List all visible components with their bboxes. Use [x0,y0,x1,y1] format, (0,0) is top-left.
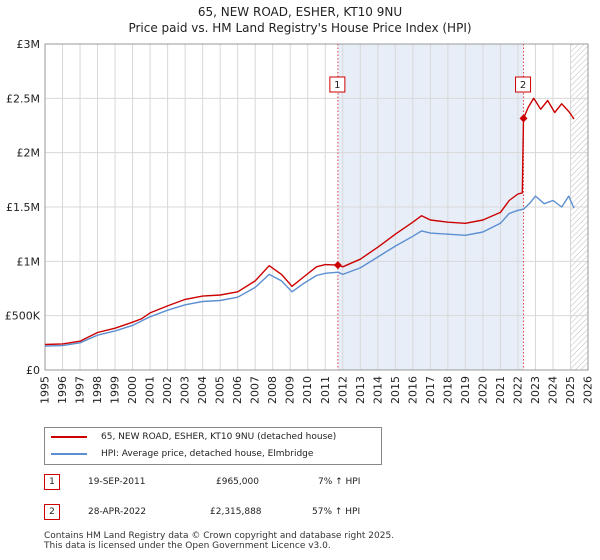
marker-box [515,76,532,93]
x-tick-label: 2025 [564,376,577,404]
y-tick-label: £3M [17,38,41,51]
chart-subtitle: Price paid vs. HM Land Registry's House … [128,21,472,35]
x-tick-label: 2009 [284,376,297,404]
y-tick-label: £1.5M [6,201,40,214]
marker-box [329,76,346,93]
x-tick-label: 2022 [511,376,524,404]
marker-box-label: 1 [334,80,340,91]
property-price-line [44,97,575,346]
transaction-number-badge: 1 [44,474,60,490]
x-tick-label: 2005 [214,376,227,404]
x-tick-label: 2019 [459,376,472,404]
footer-copyright: Contains HM Land Registry data © Crown c… [44,531,395,541]
x-tick-label: 2003 [179,376,192,404]
transaction-date: 28-APR-2022 [88,507,147,517]
legend-line-property [51,435,87,438]
legend: 65, NEW ROAD, ESHER, KT10 9NU (detached … [44,427,382,465]
y-tick-label: £500K [5,310,41,323]
x-tick-label: 2013 [354,376,367,404]
x-tick-label: 2004 [196,376,209,404]
footer-licence: This data is licensed under the Open Gov… [44,541,331,551]
x-tick-label: 1998 [91,376,104,404]
x-tick-label: 1995 [39,376,52,404]
transaction-price: £2,315,888 [210,507,262,517]
x-tick-label: 1996 [56,376,69,404]
sale-point [333,261,342,270]
transaction-price: £965,000 [216,477,259,487]
legend-label-hpi: HPI: Average price, detached house, Elmb… [101,449,314,459]
marker-box-label: 2 [520,80,526,91]
sale-point [519,114,528,123]
x-tick-label: 2008 [266,376,279,404]
plot-frame [44,43,589,371]
chart-title: 65, NEW ROAD, ESHER, KT10 9NU [197,5,403,19]
legend-entry-property: 65, NEW ROAD, ESHER, KT10 9NU (detached … [51,429,336,445]
x-tick-label: 1997 [74,376,87,404]
x-tick-label: 2021 [494,376,507,404]
legend-label-property: 65, NEW ROAD, ESHER, KT10 9NU (detached … [101,432,337,442]
footer: Contains HM Land Registry data © Crown c… [44,531,394,551]
x-tick-label: 2006 [231,376,244,404]
x-tick-label: 1999 [109,376,122,404]
transaction-number-badge: 2 [44,504,60,520]
x-tick-label: 2007 [249,376,262,404]
x-tick-label: 2014 [371,376,384,404]
y-tick-label: £1M [17,255,41,268]
x-tick-label: 2002 [161,376,174,404]
y-tick-label: £0 [26,364,40,377]
x-tick-label: 2026 [582,376,595,404]
transaction-hpi-change: 57% ↑ HPI [312,507,361,517]
x-tick-label: 2010 [301,376,314,404]
legend-entry-hpi: HPI: Average price, detached house, Elmb… [51,446,313,462]
x-tick-label: 2000 [126,376,139,404]
x-tick-label: 2020 [476,376,489,404]
x-tick-label: 2024 [546,376,559,404]
legend-line-hpi [51,452,87,455]
transaction-hpi-change: 7% ↑ HPI [318,477,361,487]
x-tick-label: 2012 [336,376,349,404]
x-tick-label: 2017 [424,376,437,404]
x-tick-label: 2023 [529,376,542,404]
x-tick-label: 2018 [441,376,454,404]
x-tick-label: 2011 [319,376,332,404]
y-tick-label: £2.5M [6,92,40,105]
hpi-line [44,195,575,347]
x-tick-label: 2015 [389,376,402,404]
y-tick-label: £2M [17,147,41,160]
price-chart: £0 £500K £1M £1.5M £2M £2.5M £3M 1995 1996 1997 19… [5,38,595,404]
x-tick-label: 2001 [144,376,157,404]
x-tick-label: 2016 [406,376,419,404]
transaction-date: 19-SEP-2011 [88,477,146,487]
